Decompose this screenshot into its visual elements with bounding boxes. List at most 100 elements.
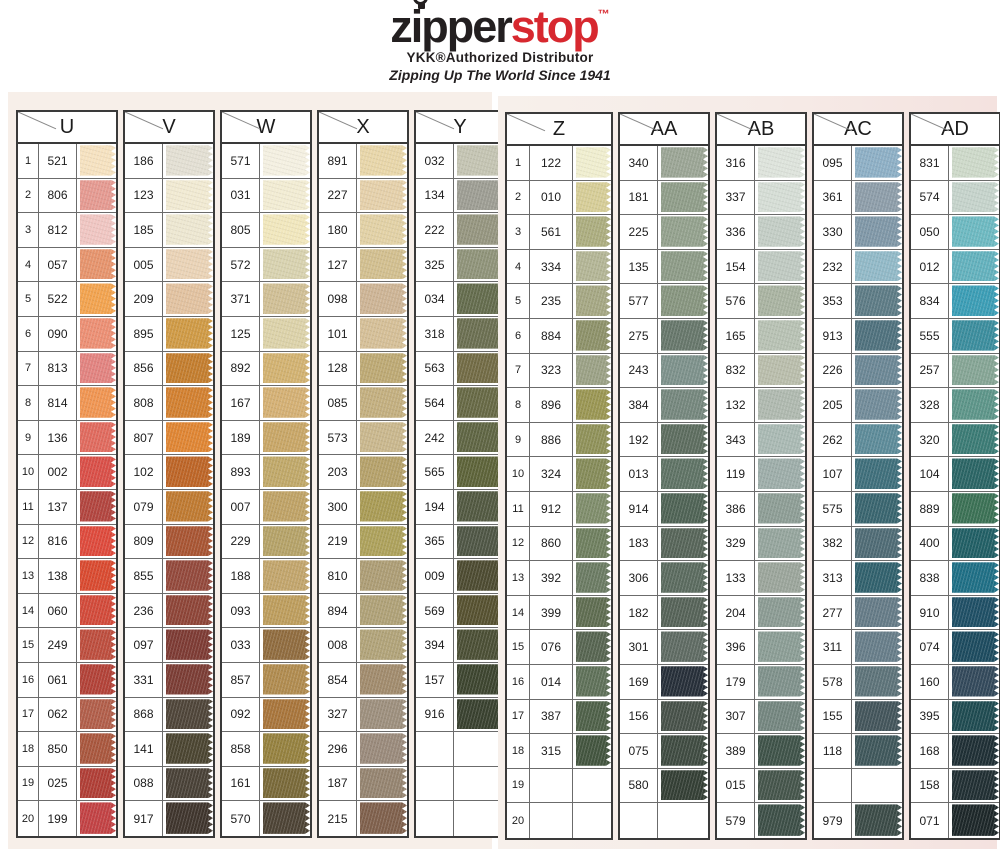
color-swatch (661, 666, 708, 697)
color-code: 154 (717, 249, 755, 284)
swatch-area (163, 144, 213, 178)
logo-subtitle: YKK®Authorized Distributor (406, 50, 594, 65)
color-swatch (952, 424, 999, 455)
color-code: 155 (814, 699, 852, 734)
color-code (530, 803, 573, 838)
color-code: 061 (39, 662, 77, 697)
swatch-area (658, 457, 708, 491)
color-code: 104 (911, 457, 949, 491)
row-AB-1: 316 (717, 146, 805, 181)
row-V-20: 917 (125, 801, 213, 836)
color-code: 158 (911, 768, 949, 803)
row-Z-2: 2 010 (507, 180, 611, 216)
row-Y-14: 569 (416, 593, 504, 629)
swatch-area (260, 662, 310, 697)
swatch-area (163, 559, 213, 593)
swatch-area (454, 732, 504, 766)
color-code: 860 (530, 526, 573, 561)
color-code: 057 (39, 247, 77, 282)
color-swatch (360, 422, 407, 453)
row-number: 10 (507, 457, 530, 491)
color-swatch (166, 526, 213, 557)
color-code: 892 (222, 351, 260, 386)
color-swatch (576, 424, 611, 455)
color-swatch (80, 629, 116, 660)
swatch-area (454, 766, 504, 801)
swatch-area (755, 664, 805, 699)
row-V-3: 185 (125, 213, 213, 248)
swatch-area (852, 595, 902, 630)
row-Z-15: 15 076 (507, 630, 611, 665)
row-V-15: 097 (125, 628, 213, 663)
row-U-11: 11 137 (18, 489, 116, 525)
color-swatch (166, 802, 213, 834)
brand-wordmark: zipperstop™ (390, 0, 610, 49)
color-code: 119 (717, 457, 755, 491)
color-swatch (80, 387, 116, 418)
swatch-area (454, 386, 504, 420)
swatch-area (77, 386, 116, 420)
swatch-area (949, 180, 999, 215)
color-swatch (360, 283, 407, 314)
row-AB-2: 337 (717, 180, 805, 216)
row-Y-3: 222 (416, 213, 504, 248)
swatch-area (454, 662, 504, 697)
color-code: 575 (814, 491, 852, 526)
row-AB-20: 579 (717, 803, 805, 838)
color-swatch (80, 526, 116, 557)
color-swatch (166, 318, 213, 349)
row-Y-16: 157 (416, 662, 504, 698)
row-number: 14 (507, 595, 530, 630)
color-swatch (758, 320, 805, 351)
color-swatch (758, 631, 805, 662)
color-code: 137 (39, 489, 77, 524)
color-code: 085 (319, 386, 357, 420)
swatch-area (163, 316, 213, 351)
color-swatch (758, 528, 805, 559)
row-U-13: 13 138 (18, 559, 116, 594)
row-AB-11: 386 (717, 491, 805, 527)
color-swatch (80, 456, 116, 487)
swatch-area (658, 561, 708, 595)
color-swatch (661, 285, 708, 316)
color-code: 838 (911, 561, 949, 595)
color-swatch (661, 251, 708, 282)
color-swatch (360, 768, 407, 799)
swatch-area (755, 768, 805, 803)
color-code: 012 (911, 249, 949, 284)
swatch-area (949, 561, 999, 595)
row-number: 3 (18, 213, 39, 247)
color-code: 384 (620, 388, 658, 422)
row-Y-9: 242 (416, 420, 504, 456)
swatch-area (357, 801, 407, 836)
color-code: 079 (125, 489, 163, 524)
color-code: 122 (530, 146, 573, 180)
row-U-5: 5 522 (18, 282, 116, 317)
column-header-Y: Y (416, 112, 504, 144)
swatch-area (260, 559, 310, 593)
swatch-area (357, 316, 407, 351)
color-swatch (576, 735, 611, 766)
color-code: 015 (717, 768, 755, 803)
swatch-area (163, 178, 213, 213)
swatch-area (260, 316, 310, 351)
color-swatch (758, 597, 805, 628)
swatch-area (163, 455, 213, 489)
color-swatch (457, 249, 504, 280)
color-code: 810 (319, 559, 357, 593)
row-AB-8: 132 (717, 388, 805, 423)
color-swatch (758, 735, 805, 766)
row-AD-9: 320 (911, 422, 999, 458)
swatch-area (755, 561, 805, 595)
color-code: 522 (39, 282, 77, 316)
swatch-area (658, 491, 708, 526)
color-swatch (661, 389, 708, 420)
color-code: 168 (911, 734, 949, 768)
color-swatch (952, 493, 999, 524)
color-code: 389 (717, 734, 755, 768)
color-swatch (457, 595, 504, 626)
color-swatch (360, 526, 407, 557)
swatch-area (949, 630, 999, 664)
row-Y-19 (416, 766, 504, 802)
color-swatch (576, 493, 611, 524)
